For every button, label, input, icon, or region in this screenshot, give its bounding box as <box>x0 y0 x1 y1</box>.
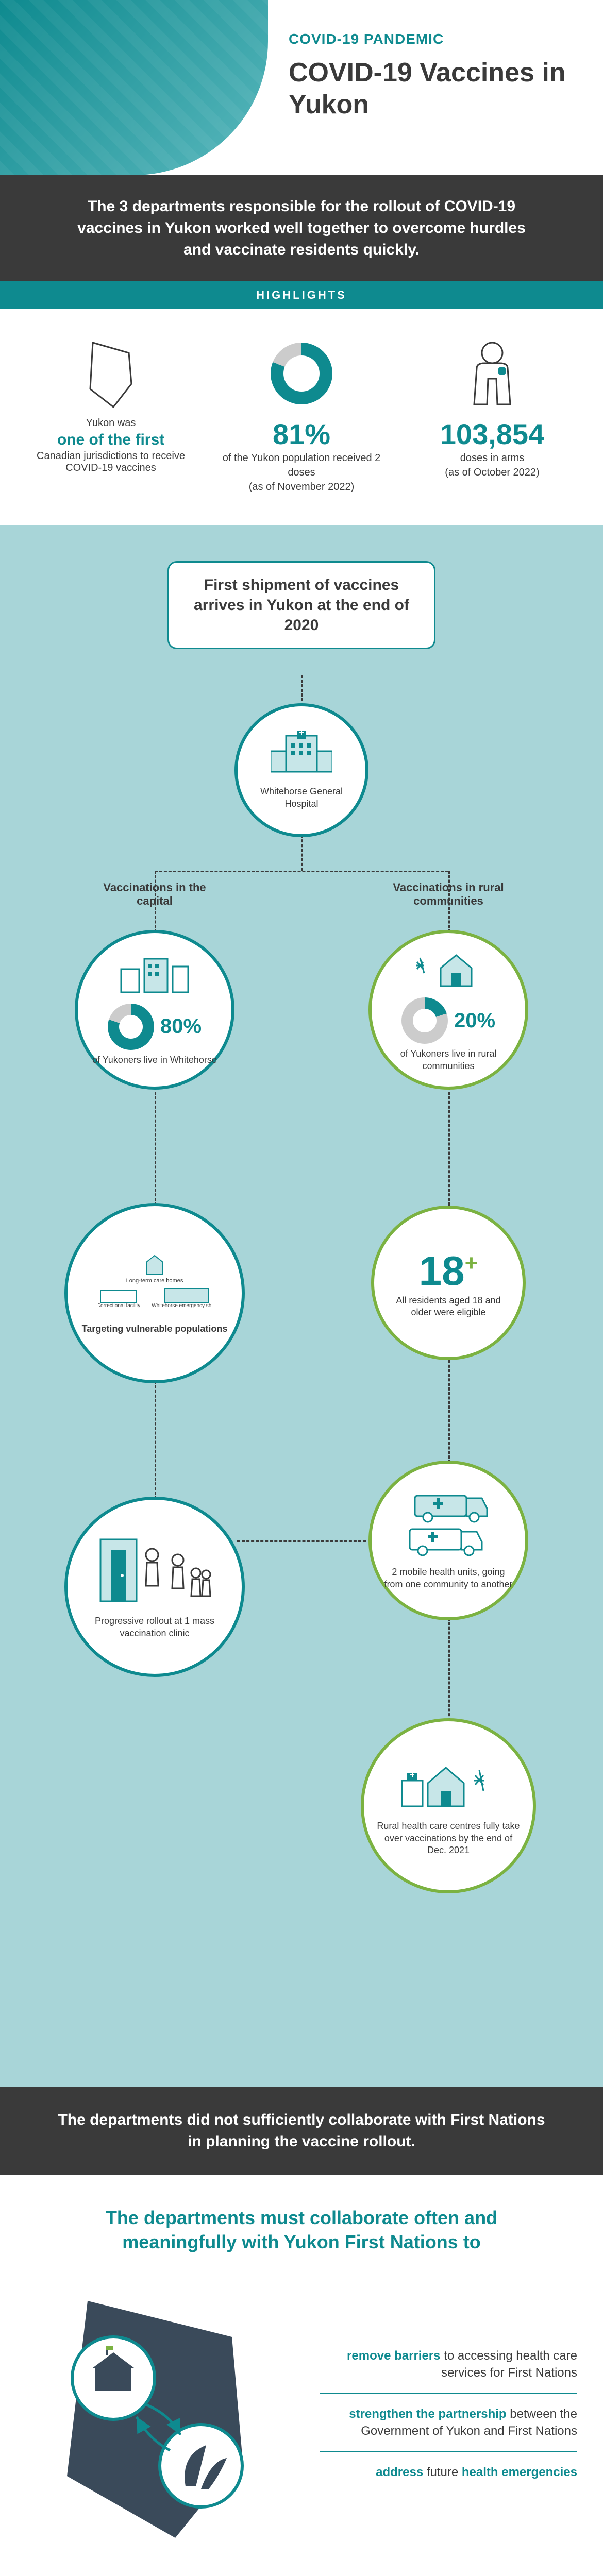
rec-bold: strengthen the partnership <box>349 2407 506 2421</box>
intro-text: The 3 departments responsible for the ro… <box>0 175 603 281</box>
connector <box>155 871 448 872</box>
yukon-map <box>26 2280 294 2548</box>
hero-image <box>0 0 268 175</box>
rural-final-label: Rural health care centres fully take ove… <box>374 1820 523 1856</box>
connector <box>301 835 303 871</box>
mobile-label: 2 mobile health units, going from one co… <box>382 1566 515 1590</box>
rec-item-1: remove barriers to accessing health care… <box>320 2336 577 2394</box>
rural-centre-icon <box>397 1755 500 1814</box>
hl-post: Canadian jurisdictions to receive COVID-… <box>37 450 185 473</box>
doses-note: (as of October 2022) <box>407 465 577 480</box>
age-plus: + <box>465 1250 478 1276</box>
yukon-outline-icon <box>26 335 196 412</box>
rural-sub: of Yukoners live in rural communities <box>382 1048 515 1072</box>
capital-pct: 80% <box>160 1015 202 1038</box>
connector <box>155 1087 156 1206</box>
node-mass-clinic: Progressive rollout at 1 mass vaccinatio… <box>64 1497 245 1677</box>
node-rural-pop: 20% of Yukoners live in rural communitie… <box>368 930 528 1090</box>
node-hospital: Whitehorse General Hospital <box>234 703 368 837</box>
highlight-pct: 81% of the Yukon population received 2 d… <box>206 335 397 494</box>
hl-bold: one of the first <box>26 431 196 448</box>
capital-sub: of Yukoners live in Whitehorse <box>92 1054 217 1066</box>
flow-title: First shipment of vaccines arrives in Yu… <box>167 561 435 649</box>
doses-sub: doses in arms <box>407 451 577 465</box>
branch-right-label: Vaccinations in rural communities <box>381 881 515 908</box>
vulnerable-icon: Long-term care homes Correctional facili… <box>98 1251 211 1311</box>
rec-title: The departments must collaborate often a… <box>26 2206 577 2255</box>
donut-80-icon <box>108 1004 154 1050</box>
svg-text:Correctional facility: Correctional facility <box>98 1303 140 1308</box>
flow-canvas: Whitehorse General Hospital Vaccinations… <box>21 675 582 2040</box>
pct-note: (as of November 2022) <box>216 480 387 494</box>
rural-pct: 20% <box>454 1009 495 1032</box>
rec-bold: address <box>376 2465 423 2479</box>
node-mobile: 2 mobile health units, going from one co… <box>368 1461 528 1620</box>
highlight-first: Yukon was one of the first Canadian juri… <box>15 335 206 494</box>
highlight-doses: 103,854 doses in arms (as of October 202… <box>397 335 588 494</box>
branch-left-label: Vaccinations in the capital <box>88 881 222 908</box>
header: COVID-19 PANDEMIC COVID-19 Vaccines in Y… <box>0 0 603 175</box>
connector <box>448 1360 450 1463</box>
rec-rest: future <box>423 2465 462 2479</box>
infographic: COVID-19 PANDEMIC COVID-19 Vaccines in Y… <box>0 0 603 2576</box>
rec-item-2: strengthen the partnership between the G… <box>320 2394 577 2452</box>
node-vulnerable: Long-term care homes Correctional facili… <box>64 1203 245 1383</box>
finding-text: The departments did not sufficiently col… <box>0 2087 603 2175</box>
highlights-label: HIGHLIGHTS <box>0 281 603 309</box>
vulnerable-title: Targeting vulnerable populations <box>82 1323 228 1335</box>
clinic-icon <box>95 1534 214 1609</box>
highlights-row: Yukon was one of the first Canadian juri… <box>0 309 603 525</box>
donut-icon <box>216 335 387 412</box>
doses-value: 103,854 <box>407 417 577 451</box>
recommendations: The departments must collaborate often a… <box>0 2175 603 2576</box>
rural-icon <box>410 947 487 991</box>
hl-pre: Yukon was <box>86 417 136 429</box>
connector <box>448 1618 450 1721</box>
donut-20-icon <box>401 997 448 1044</box>
connector <box>155 1381 156 1499</box>
node-rural-centres: Rural health care centres fully take ove… <box>361 1718 536 1893</box>
arm-icon <box>407 335 577 412</box>
pct-sub: of the Yukon population received 2 doses <box>216 451 387 480</box>
header-text: COVID-19 PANDEMIC COVID-19 Vaccines in Y… <box>268 0 603 152</box>
pct-value: 81% <box>216 417 387 451</box>
page-title: COVID-19 Vaccines in Yukon <box>289 57 582 121</box>
ambulance-icon <box>405 1490 492 1560</box>
eyebrow: COVID-19 PANDEMIC <box>289 31 582 47</box>
hospital-icon <box>271 731 332 779</box>
city-icon <box>116 954 193 997</box>
rec-body: remove barriers to accessing health care… <box>26 2280 577 2548</box>
vuln-a-label: Long-term care homes <box>126 1278 183 1284</box>
flowchart-section: First shipment of vaccines arrives in Yu… <box>0 525 603 2087</box>
connector <box>301 675 303 706</box>
svg-text:Whitehorse emergency shelter: Whitehorse emergency shelter <box>152 1303 211 1308</box>
connector <box>237 1540 366 1542</box>
highlight-first-text: Yukon was one of the first Canadian juri… <box>26 417 196 474</box>
rec-item-3: address future health emergencies <box>320 2452 577 2493</box>
rec-rest: to accessing health care services for Fi… <box>441 2349 578 2380</box>
node-age: 18 + All residents aged 18 and older wer… <box>371 1206 526 1360</box>
node-capital-pop: 80% of Yukoners live in Whitehorse <box>75 930 234 1090</box>
age-sub: All residents aged 18 and older were eli… <box>384 1295 512 1319</box>
rec-list: remove barriers to accessing health care… <box>320 2336 577 2493</box>
hospital-label: Whitehorse General Hospital <box>248 786 355 810</box>
mass-label: Progressive rollout at 1 mass vaccinatio… <box>78 1615 231 1639</box>
rec-bold: remove barriers <box>347 2349 440 2363</box>
connector <box>448 1087 450 1206</box>
rec-bold2: health emergencies <box>462 2465 577 2479</box>
age-value: 18 <box>419 1247 465 1295</box>
